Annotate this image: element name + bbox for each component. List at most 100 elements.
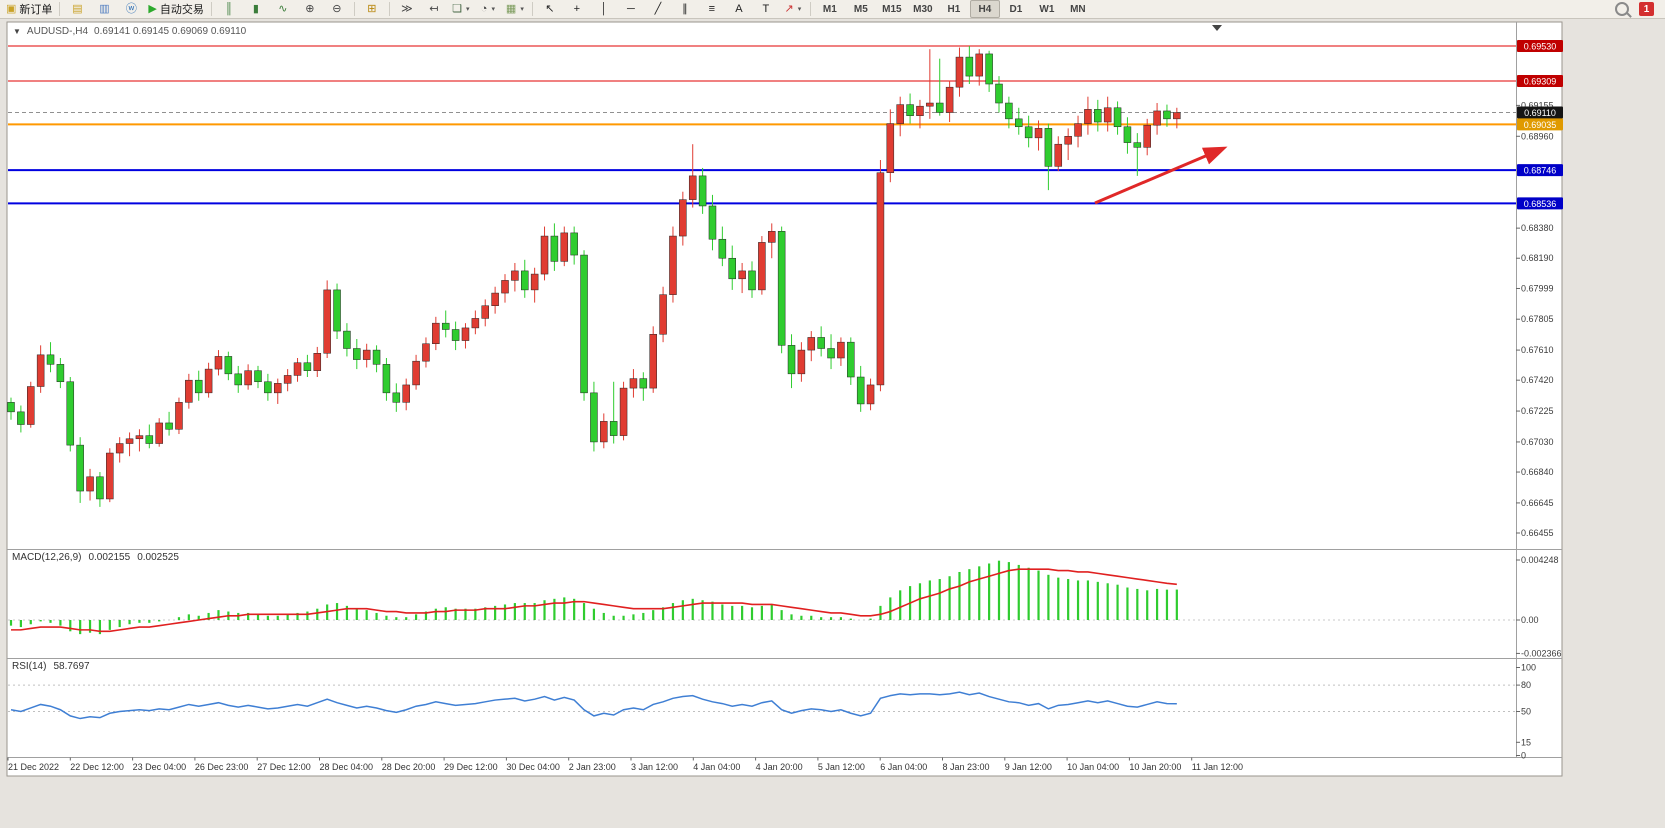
candle-body: [935, 102, 944, 113]
time-axis-label: 29 Dec 12:00: [444, 762, 498, 772]
crosshair-icon[interactable]: +: [564, 0, 590, 18]
auto-scroll-icon: ≫: [401, 2, 413, 15]
new-order-button-label: 新订单: [19, 4, 53, 16]
timeframe-button-H4[interactable]: H4: [969, 0, 1000, 18]
tile-windows-icon[interactable]: ⊞: [359, 0, 385, 18]
templates-icon[interactable]: ▦ ▾: [502, 0, 528, 18]
mql5-community-icon[interactable]: ⓦ: [118, 0, 144, 18]
notification-badge[interactable]: 1: [1639, 2, 1654, 16]
vertical-line-icon[interactable]: │: [591, 0, 617, 18]
candle-body: [1005, 102, 1013, 120]
candle-body: [283, 375, 292, 384]
candle-body: [560, 232, 569, 262]
candle-body: [481, 305, 489, 319]
trend-arrow[interactable]: [1094, 146, 1228, 205]
rsi-line: [10, 691, 1177, 720]
timeframe-button-W1[interactable]: W1: [1039, 3, 1055, 15]
timeframe-button-H1[interactable]: H1: [947, 3, 961, 15]
toolbar-separator: [59, 2, 61, 16]
chart-shift-icon[interactable]: ↤: [421, 0, 447, 18]
candle-body: [540, 235, 549, 275]
periods-icon[interactable]: ◔ ▾: [475, 0, 501, 18]
candle-body: [96, 476, 104, 500]
rsi-tick-label: 15: [1521, 737, 1531, 747]
price-badge-label: 0.69110: [1524, 108, 1556, 118]
candle-body: [748, 270, 756, 291]
candle-body: [264, 381, 272, 394]
candle-body: [1015, 118, 1023, 128]
new-order-button[interactable]: ▣ 新订单: [3, 0, 55, 18]
candle-body: [738, 270, 746, 280]
candle-body: [975, 53, 983, 77]
market-watch-icon[interactable]: ▤: [64, 0, 90, 18]
candle-body: [1113, 107, 1122, 128]
zoom-out-icon[interactable]: ⊖: [324, 0, 350, 18]
candle-body: [797, 349, 806, 375]
text-label-icon[interactable]: T: [753, 0, 779, 18]
collapse-triangle-icon[interactable]: ▼: [13, 27, 21, 36]
toolbar-separator: [809, 2, 811, 16]
price-tick-label: 0.67999: [1521, 283, 1554, 293]
bar-chart-icon[interactable]: ║: [216, 0, 242, 18]
data-window-icon[interactable]: ▥: [91, 0, 117, 18]
trendline-icon[interactable]: ╱: [645, 0, 671, 18]
text-icon[interactable]: A: [726, 0, 752, 18]
candle-body: [896, 104, 904, 124]
candle-body: [165, 422, 173, 430]
candlestick-chart-icon[interactable]: ▮: [243, 0, 269, 18]
zoom-out-icon: ⊖: [332, 2, 342, 15]
candle-body: [600, 421, 608, 443]
search-icon[interactable]: [1615, 2, 1629, 16]
timeframe-button-M30[interactable]: M30: [913, 3, 933, 15]
candle-body: [787, 345, 796, 375]
candle-body: [224, 356, 233, 375]
price-tick-label: 0.67420: [1521, 375, 1554, 385]
time-axis-label: 3 Jan 12:00: [631, 762, 678, 772]
time-axis-label: 5 Jan 12:00: [818, 762, 865, 772]
rsi-name: RSI(14): [12, 661, 47, 672]
time-axis-label: 10 Jan 04:00: [1067, 762, 1119, 772]
price-badge-label: 0.69309: [1524, 77, 1557, 87]
new-order-icon: ▣: [6, 2, 17, 15]
candle-body: [244, 370, 252, 386]
fibonacci-icon[interactable]: ≡: [699, 0, 725, 18]
line-chart-icon[interactable]: ∿: [270, 0, 296, 18]
price-tick-label: 0.66645: [1521, 498, 1554, 508]
arrows-icon[interactable]: ↗ ▾: [780, 0, 806, 18]
cursor-icon[interactable]: ↖: [537, 0, 563, 18]
chart-symbol-header: ▼ AUDUSD-,H4 0.69141 0.69145 0.69069 0.6…: [13, 26, 246, 37]
auto-scroll-icon[interactable]: ≫: [394, 0, 420, 18]
candle-body: [659, 294, 667, 335]
periods-icon: ◔: [480, 2, 488, 15]
timeframe-button-MN[interactable]: MN: [1070, 3, 1086, 15]
candle-body: [234, 373, 242, 386]
vertical-line-icon: │: [600, 2, 608, 15]
new-chart-icon: ❏: [452, 2, 463, 15]
ohlc-values: 0.69141 0.69145 0.69069 0.69110: [94, 26, 247, 37]
candle-body: [372, 349, 381, 365]
timeframe-button-M15[interactable]: M15: [882, 3, 902, 15]
candle-body: [451, 329, 460, 341]
candle-body: [432, 322, 440, 345]
text-label-icon: T: [762, 2, 770, 15]
dropdown-caret-icon: ▾: [797, 6, 802, 13]
timeframe-button-D1[interactable]: D1: [1009, 3, 1023, 15]
price-badge: [1517, 197, 1563, 210]
candle-body: [491, 292, 499, 306]
chart-window-background[interactable]: [6, 21, 1563, 777]
zoom-in-icon[interactable]: ⊕: [297, 0, 323, 18]
candle-body: [639, 378, 648, 389]
timeframe-button-M1[interactable]: M1: [822, 3, 837, 15]
channel-icon[interactable]: ∥: [672, 0, 698, 18]
candle-body: [827, 348, 835, 359]
candle-body: [46, 354, 55, 365]
horizontal-line-icon[interactable]: ─: [618, 0, 644, 18]
auto-trading-button[interactable]: ▶ 自动交易: [145, 0, 206, 18]
new-chart-icon[interactable]: ❏ ▾: [448, 0, 474, 18]
timeframe-button-M5[interactable]: M5: [853, 3, 868, 15]
toolbar-right-group: 1: [1615, 2, 1662, 16]
chart-shift-marker[interactable]: [1212, 25, 1222, 31]
rsi-tick-label: 0: [1521, 751, 1526, 761]
candle-body: [323, 289, 331, 354]
